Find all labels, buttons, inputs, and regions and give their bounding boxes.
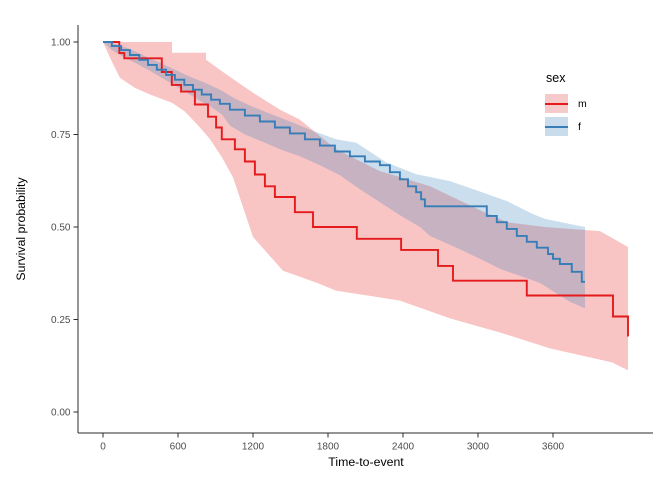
legend-item-m: m xyxy=(545,94,587,113)
y-tick-label: 1.00 xyxy=(51,38,71,49)
x-tick-label: 1800 xyxy=(317,442,340,453)
x-tick-label: 0 xyxy=(100,442,106,453)
x-tick-label: 3600 xyxy=(542,442,565,453)
legend-title: sex xyxy=(546,71,566,85)
legend-key-line-m xyxy=(545,102,568,105)
x-tick-label: 3000 xyxy=(467,442,490,453)
x-tick-label: 1200 xyxy=(242,442,265,453)
legend-item-f: f xyxy=(545,117,587,136)
survival-curve-m xyxy=(103,41,629,337)
x-tick-label: 600 xyxy=(170,442,187,453)
y-axis-title: Survival probability xyxy=(14,177,28,281)
y-tick-label: 0.50 xyxy=(51,223,71,234)
legend-label-f: f xyxy=(578,120,581,133)
y-tick-label: 0.25 xyxy=(51,315,71,326)
confidence-band-f xyxy=(103,42,585,309)
survival-curve-f xyxy=(103,41,585,283)
legend-key-line-f xyxy=(545,125,568,128)
legend-key-m-icon xyxy=(545,94,568,113)
x-tick-label: 2400 xyxy=(392,442,415,453)
y-tick-label: 0.75 xyxy=(51,130,71,141)
legend-label-m: m xyxy=(578,97,587,110)
legend-key-f-icon xyxy=(545,117,568,136)
x-axis-title: Time-to-event xyxy=(328,455,404,469)
confidence-band-m xyxy=(103,42,628,371)
y-tick-label: 0.00 xyxy=(51,408,71,419)
